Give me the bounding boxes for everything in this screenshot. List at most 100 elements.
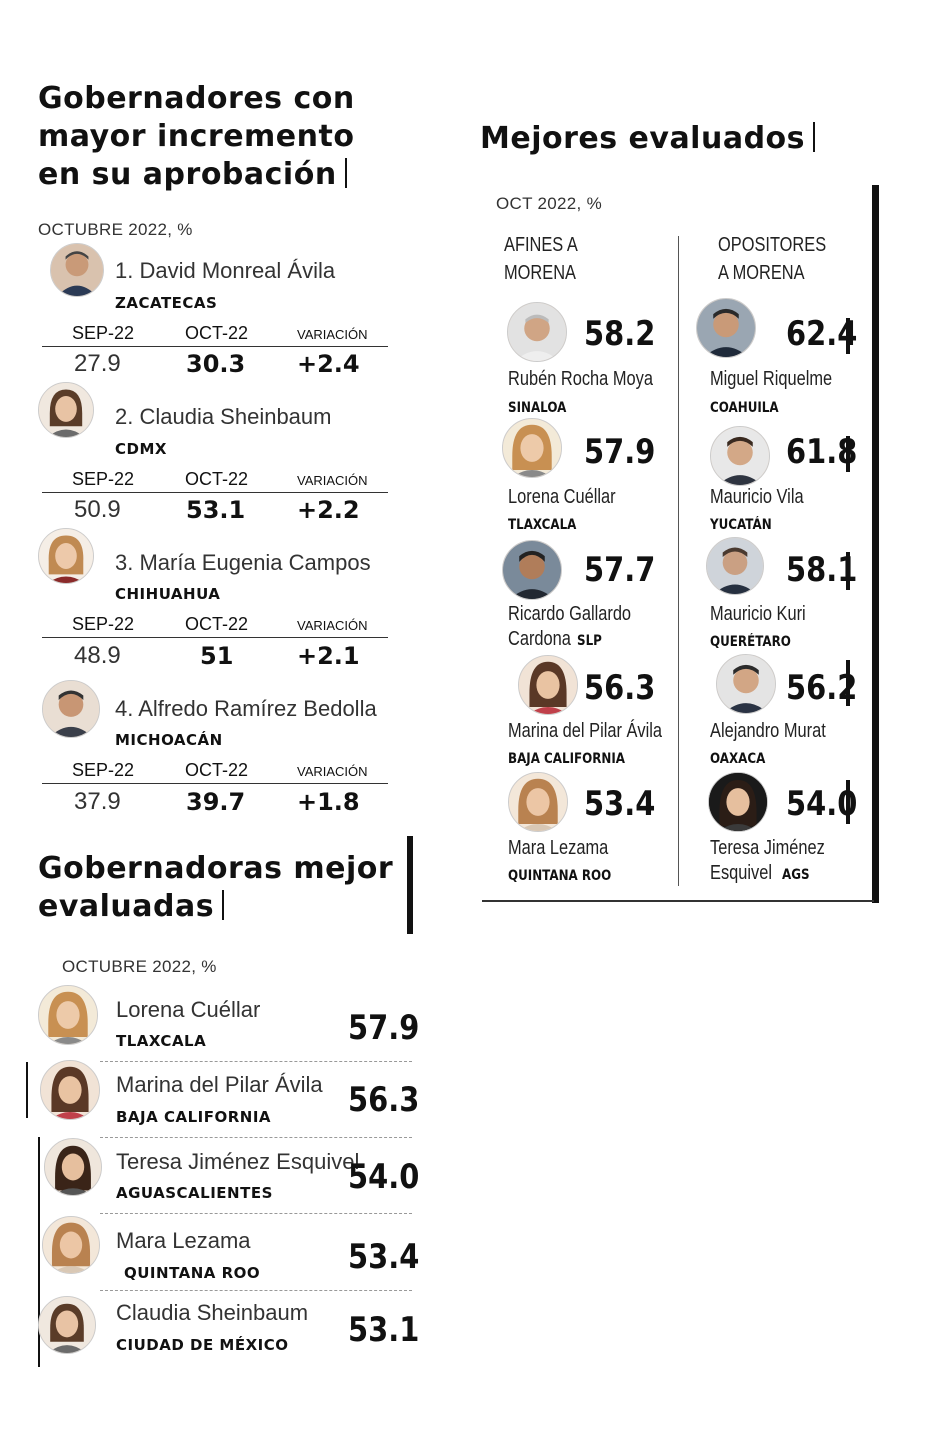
gobernadoras-name-1: Lorena Cuéllar (116, 997, 261, 1022)
col-afines-l2: MORENA (504, 262, 576, 284)
opositores-state-2: YUCATÁN (710, 517, 772, 533)
afines-name-3b-row: Cardona SLP (508, 628, 606, 651)
afines-score-5: 53.4 (584, 784, 656, 824)
avatar-ricardo-gallardo (502, 540, 562, 600)
incremento-state-1: ZACATECAS (115, 294, 218, 312)
oct-value-4: 39.7 (186, 788, 246, 816)
variation-value-3: +2.1 (297, 642, 360, 670)
avatar-mauricio-kuri (706, 537, 764, 595)
gobernadoras-state-2: BAJA CALIFORNIA (116, 1108, 272, 1126)
oct-value-1: 30.3 (186, 350, 246, 378)
variation-value-1: +2.4 (297, 350, 360, 378)
incremento-title-line3: en su aprobación (38, 156, 347, 194)
col-oct-2: OCT-22 (185, 469, 249, 489)
afines-name-3a: Ricardo Gallardo (508, 603, 632, 625)
gobernadoras-score-1: 57.9 (348, 1008, 420, 1048)
score-marker (846, 318, 850, 354)
afines-score-4: 56.3 (584, 668, 656, 708)
incremento-name-3: 3. María Eugenia Campos (115, 550, 371, 575)
sep-value-3: 48.9 (74, 642, 121, 669)
divider (42, 637, 388, 638)
gobernadoras-state-3: AGUASCALIENTES (116, 1184, 273, 1202)
afines-state-5: QUINTANA ROO (508, 868, 612, 884)
incremento-title-line1: Gobernadores con (38, 81, 355, 116)
col-sep-2: SEP-22 (72, 469, 135, 489)
incremento-name-2: 2. Claudia Sheinbaum (115, 404, 332, 429)
divider (42, 783, 388, 784)
opositores-state-1: COAHUILA (710, 400, 779, 416)
gobernadoras-title-line1: Gobernadoras mejor (38, 851, 394, 886)
variation-value-2: +2.2 (297, 496, 360, 524)
opositores-name-5b: Esquivel (710, 862, 772, 884)
mejores-subtitle: OCT 2022, % (496, 194, 602, 213)
section-right-border (872, 185, 879, 903)
gobernadoras-score-2: 56.3 (348, 1080, 420, 1120)
avatar-mara-lezama (508, 772, 568, 832)
incremento-state-3: CHIHUAHUA (115, 585, 221, 603)
divider (42, 346, 388, 347)
sep-value-2: 50.9 (74, 496, 121, 523)
gobernadoras-subtitle: OCTUBRE 2022, % (62, 957, 217, 976)
gobernadoras-state-4: QUINTANA ROO (124, 1264, 261, 1282)
col-var-3: VARIACIÓN (297, 618, 368, 633)
avatar-maria-eugenia-campos (38, 528, 94, 584)
incremento-subtitle: OCTUBRE 2022, % (38, 220, 193, 239)
divider (42, 492, 388, 493)
oct-value-3: 51 (200, 642, 234, 670)
avatar-marina-del-pilar-2 (40, 1060, 100, 1120)
row-divider (100, 1290, 412, 1291)
afines-name-5: Mara Lezama (508, 837, 609, 859)
col-sep-1: SEP-22 (72, 323, 135, 343)
gobernadoras-score-5: 53.1 (348, 1310, 420, 1350)
score-marker (846, 552, 850, 590)
avatar-lorena-cuellar (502, 418, 562, 478)
avatar-teresa-jimenez (708, 772, 768, 832)
col-oct-1: OCT-22 (185, 323, 249, 343)
col-var-2: VARIACIÓN (297, 473, 368, 488)
incremento-name-1: 1. David Monreal Ávila (115, 258, 336, 283)
gobernadoras-name-3: Teresa Jiménez Esquivel (116, 1149, 360, 1174)
score-marker (846, 660, 850, 706)
gobernadoras-name-2: Marina del Pilar Ávila (116, 1072, 323, 1097)
variation-value-4: +1.8 (297, 788, 360, 816)
avatar-mara-lezama-2 (42, 1216, 100, 1274)
opositores-state-4: OAXACA (710, 751, 766, 767)
col-sep-3: SEP-22 (72, 614, 135, 634)
row-accent-bar (38, 1137, 40, 1367)
afines-state-4: BAJA CALIFORNIA (508, 751, 626, 767)
score-marker (846, 780, 850, 824)
avatar-ruben-rocha (507, 302, 567, 362)
opositores-score-2: 61.8 (786, 432, 858, 472)
avatar-alejandro-murat (716, 654, 776, 714)
row-divider (100, 1213, 412, 1214)
incremento-title-line2: mayor incremento (38, 119, 355, 154)
avatar-claudia-sheinbaum (38, 382, 94, 438)
sep-value-4: 37.9 (74, 788, 121, 815)
avatar-marina-del-pilar (518, 655, 578, 715)
incremento-state-2: CDMX (115, 440, 167, 458)
col-var-1: VARIACIÓN (297, 327, 368, 342)
afines-state-2: TLAXCALA (508, 517, 577, 533)
avatar-mauricio-vila (710, 426, 770, 486)
incremento-name-4: 4. Alfredo Ramírez Bedolla (115, 696, 377, 721)
gobernadoras-title-line2: evaluadas (38, 888, 225, 926)
row-accent-bar (26, 1062, 28, 1118)
opositores-name-2: Mauricio Vila (710, 486, 804, 508)
column-divider (678, 236, 679, 886)
section-bottom-border (482, 900, 874, 902)
gobernadoras-score-4: 53.4 (348, 1237, 420, 1277)
avatar-claudia-sheinbaum-2 (38, 1296, 96, 1354)
row-divider (100, 1061, 412, 1062)
afines-state-3: SLP (576, 633, 602, 649)
opositores-score-1: 62.4 (786, 314, 858, 354)
opositores-score-3: 58.1 (786, 550, 858, 590)
incremento-state-4: MICHOACÁN (115, 731, 223, 749)
title-accent-bar (407, 836, 413, 934)
col-afines-l1: AFINES A (504, 234, 578, 256)
col-opositores-l1: OPOSITORES (718, 234, 827, 256)
afines-score-1: 58.2 (584, 314, 656, 354)
opositores-name-5a: Teresa Jiménez (710, 837, 825, 859)
row-divider (100, 1137, 412, 1138)
opositores-score-4: 56.2 (786, 668, 858, 708)
avatar-teresa-jimenez-2 (44, 1138, 102, 1196)
